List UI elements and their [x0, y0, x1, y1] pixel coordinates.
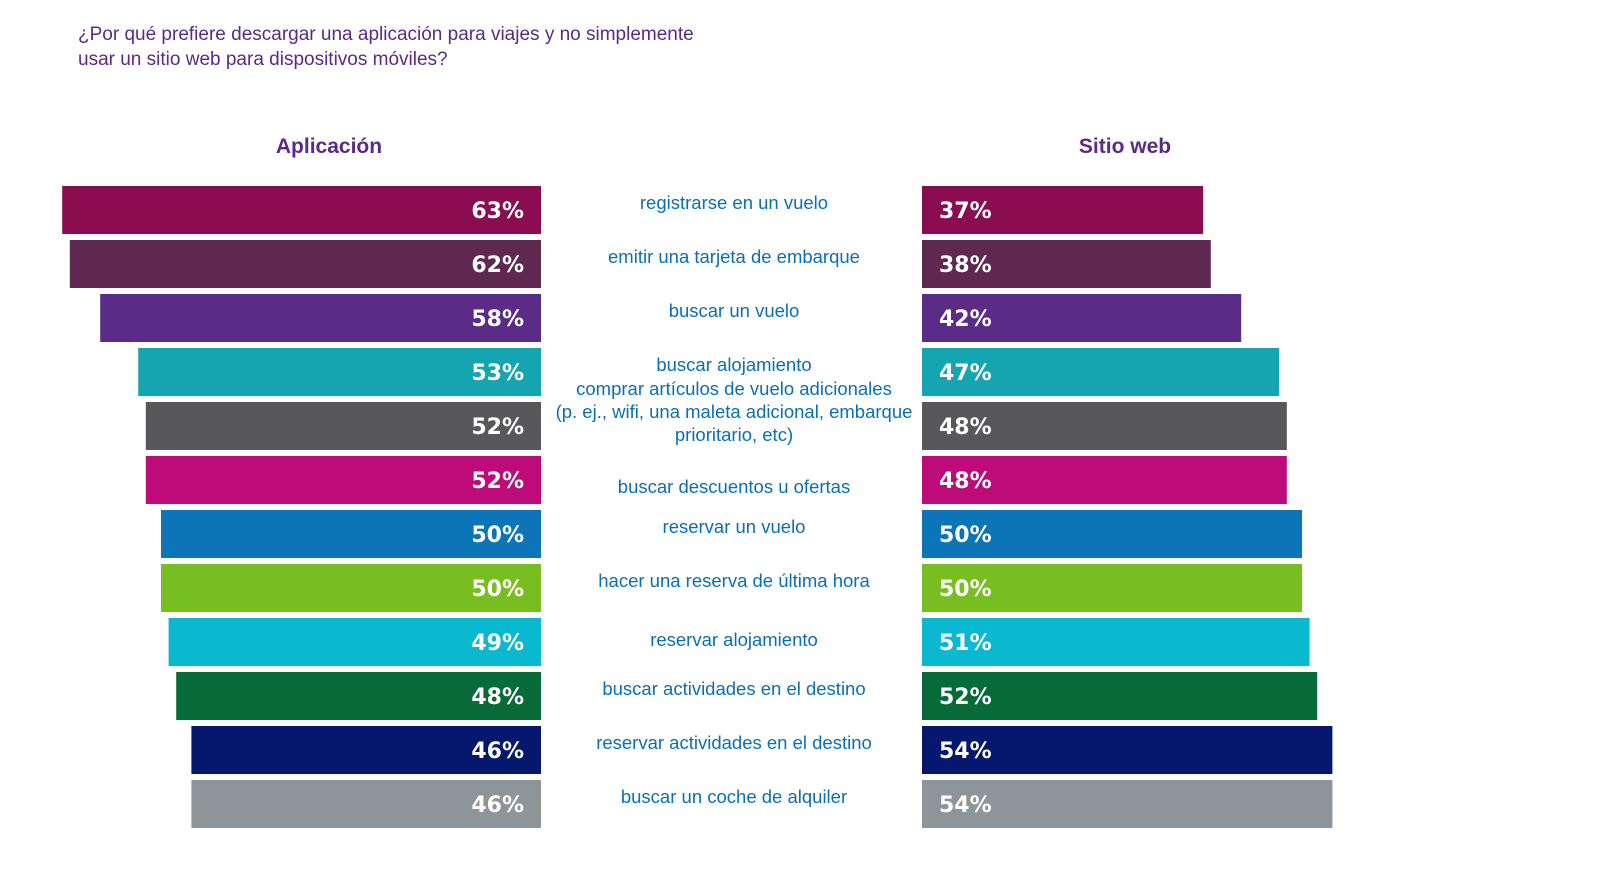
value-label-aplicacion-7: 50% — [471, 577, 524, 602]
bar-sitio-web-3 — [922, 348, 1280, 396]
bar-aplicacion-4 — [145, 402, 542, 450]
bar-sitio-web-6 — [922, 510, 1302, 558]
category-label-1: emitir una tarjeta de embarque — [608, 246, 860, 267]
value-label-aplicacion-3: 53% — [471, 361, 524, 386]
category-label-line: buscar un vuelo — [669, 300, 800, 321]
value-label-aplicacion-11: 46% — [471, 793, 524, 818]
value-label-sitio-web-3: 47% — [939, 361, 992, 386]
bar-sitio-web-11 — [922, 780, 1333, 828]
value-label-aplicacion-1: 62% — [471, 253, 524, 278]
bar-sitio-web-7 — [922, 564, 1302, 612]
category-label-11: buscar un coche de alquiler — [621, 786, 847, 807]
category-label-line: comprar artículos de vuelo adicionales — [576, 378, 892, 399]
bar-aplicacion-2 — [100, 294, 541, 342]
category-label-7: hacer una reserva de última hora — [598, 570, 870, 591]
value-label-sitio-web-11: 54% — [939, 793, 992, 818]
bar-aplicacion-10 — [191, 726, 541, 774]
value-label-sitio-web-1: 38% — [939, 253, 992, 278]
value-label-aplicacion-10: 46% — [471, 739, 524, 764]
category-label-line: prioritario, etc) — [675, 424, 793, 445]
category-label-3: buscar alojamiento — [656, 354, 811, 375]
bar-sitio-web-1 — [922, 240, 1211, 288]
category-label-line: (p. ej., wifi, una maleta adicional, emb… — [556, 401, 913, 422]
bar-sitio-web-8 — [922, 618, 1310, 666]
value-label-sitio-web-0: 37% — [939, 199, 992, 224]
value-label-aplicacion-5: 52% — [471, 469, 524, 494]
category-label-2: buscar un vuelo — [669, 300, 800, 321]
category-label-0: registrarse en un vuelo — [640, 192, 828, 213]
category-label-6: reservar un vuelo — [663, 516, 806, 537]
bar-aplicacion-0 — [62, 186, 541, 234]
bar-sitio-web-10 — [922, 726, 1333, 774]
category-label-4: comprar artículos de vuelo adicionales (p… — [556, 378, 913, 445]
bar-sitio-web-5 — [922, 456, 1287, 504]
value-label-sitio-web-6: 50% — [939, 523, 992, 548]
category-label-9: buscar actividades en el destino — [602, 678, 865, 699]
bar-aplicacion-11 — [191, 780, 541, 828]
value-label-aplicacion-2: 58% — [471, 307, 524, 332]
value-label-aplicacion-6: 50% — [471, 523, 524, 548]
category-label-line: emitir una tarjeta de embarque — [608, 246, 860, 267]
series-header-aplicacion: Aplicación — [276, 135, 382, 158]
category-label-line: reservar actividades en el destino — [596, 732, 872, 753]
category-label-line: buscar un coche de alquiler — [621, 786, 847, 807]
value-label-sitio-web-9: 52% — [939, 685, 992, 710]
bar-aplicacion-9 — [176, 672, 541, 720]
bar-sitio-web-9 — [922, 672, 1318, 720]
value-label-aplicacion-9: 48% — [471, 685, 524, 710]
value-label-sitio-web-7: 50% — [939, 577, 992, 602]
value-label-sitio-web-2: 42% — [939, 307, 992, 332]
bar-aplicacion-7 — [161, 564, 541, 612]
category-label-line: buscar descuentos u ofertas — [618, 476, 850, 497]
bar-aplicacion-6 — [161, 510, 541, 558]
category-label-5: buscar descuentos u ofertas — [618, 476, 850, 497]
bar-sitio-web-0 — [922, 186, 1204, 234]
bar-aplicacion-5 — [145, 456, 542, 504]
category-label-line: reservar alojamiento — [650, 629, 818, 650]
category-label-10: reservar actividades en el destino — [596, 732, 872, 753]
category-label-line: buscar alojamiento — [656, 354, 811, 375]
value-label-aplicacion-4: 52% — [471, 415, 524, 440]
category-label-8: reservar alojamiento — [650, 629, 818, 650]
bar-aplicacion-1 — [69, 240, 542, 288]
category-label-line: buscar actividades en el destino — [602, 678, 865, 699]
chart-question: ¿Por qué prefiere descargar una aplicaci… — [78, 24, 694, 70]
value-label-aplicacion-8: 49% — [471, 631, 524, 656]
bar-sitio-web-4 — [922, 402, 1287, 450]
bar-aplicacion-8 — [168, 618, 541, 666]
value-label-aplicacion-0: 63% — [471, 199, 524, 224]
bar-sitio-web-2 — [922, 294, 1242, 342]
category-label-line: registrarse en un vuelo — [640, 192, 828, 213]
category-label-line: hacer una reserva de última hora — [598, 570, 870, 591]
series-header-sitio-web: Sitio web — [1079, 135, 1171, 158]
bar-aplicacion-3 — [138, 348, 541, 396]
value-label-sitio-web-8: 51% — [939, 631, 992, 656]
value-label-sitio-web-5: 48% — [939, 469, 992, 494]
value-label-sitio-web-10: 54% — [939, 739, 992, 764]
value-label-sitio-web-4: 48% — [939, 415, 992, 440]
category-label-line: reservar un vuelo — [663, 516, 806, 537]
